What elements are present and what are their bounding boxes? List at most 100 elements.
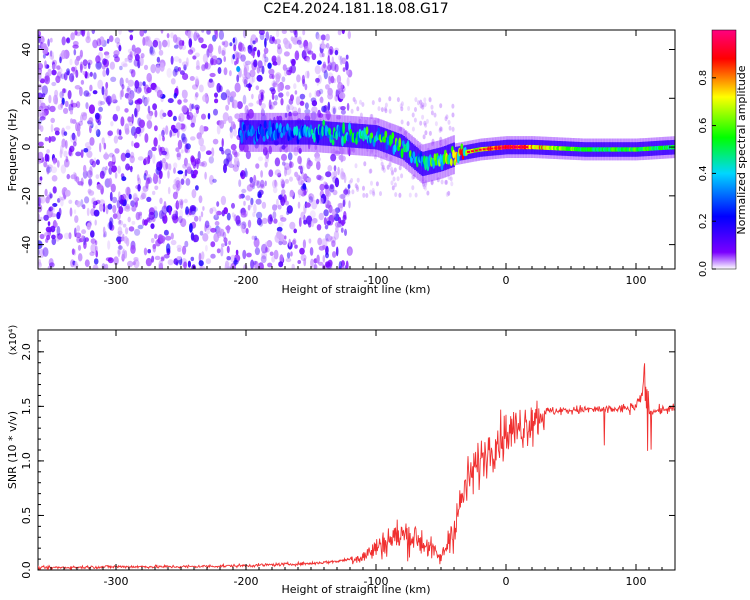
signal-band xyxy=(286,120,289,145)
noise-blob xyxy=(286,69,292,76)
noise-blob xyxy=(235,249,239,255)
noise-blob xyxy=(287,104,294,111)
noise-blob xyxy=(49,262,55,268)
noise-blob xyxy=(381,166,385,171)
noise-blob xyxy=(307,50,314,55)
noise-blob xyxy=(236,74,240,83)
noise-blob xyxy=(83,148,89,153)
signal-core xyxy=(270,133,274,142)
noise-blob xyxy=(47,104,51,111)
noise-blob xyxy=(268,169,274,177)
noise-blob xyxy=(60,196,66,201)
noise-blob xyxy=(274,157,281,167)
noise-blob xyxy=(121,193,127,201)
noise-blob xyxy=(293,228,298,234)
noise-blob xyxy=(50,166,58,174)
noise-blob xyxy=(264,161,268,168)
noise-blob xyxy=(143,98,149,106)
noise-blob xyxy=(220,246,224,257)
noise-blob xyxy=(299,247,305,255)
noise-blob xyxy=(175,261,179,266)
noise-blob xyxy=(104,151,108,161)
spectrogram-ytick-label: 40 xyxy=(20,43,33,57)
noise-blob xyxy=(260,170,263,178)
noise-blob xyxy=(153,137,158,147)
noise-blob xyxy=(301,49,307,60)
noise-blob xyxy=(137,59,141,69)
noise-blob xyxy=(39,176,43,181)
noise-blob xyxy=(96,183,103,190)
signal-core xyxy=(412,151,416,159)
noise-blob xyxy=(369,168,373,174)
noise-blob xyxy=(177,139,183,150)
noise-blob xyxy=(76,200,81,208)
noise-blob xyxy=(137,224,144,230)
noise-blob xyxy=(400,101,404,107)
noise-blob xyxy=(298,217,302,228)
noise-blob xyxy=(321,105,327,113)
noise-blob xyxy=(38,259,41,266)
signal-core xyxy=(263,120,267,129)
noise-blob xyxy=(263,59,267,67)
noise-blob xyxy=(38,62,44,70)
noise-blob xyxy=(346,146,351,155)
noise-blob xyxy=(247,204,251,211)
noise-blob xyxy=(280,217,287,222)
noise-blob xyxy=(138,81,143,87)
noise-blob xyxy=(282,64,287,71)
noise-blob xyxy=(358,118,362,124)
noise-blob xyxy=(231,101,235,109)
noise-blob xyxy=(278,92,284,98)
noise-blob xyxy=(55,233,61,242)
noise-blob xyxy=(304,83,308,91)
noise-blob xyxy=(89,125,92,134)
noise-blob xyxy=(69,145,75,152)
noise-blob xyxy=(63,150,68,158)
noise-blob xyxy=(355,185,359,190)
noise-blob xyxy=(198,162,205,167)
noise-blob xyxy=(306,215,313,225)
signal-core xyxy=(439,153,443,165)
noise-blob xyxy=(325,191,332,197)
noise-blob xyxy=(316,254,320,264)
noise-blob xyxy=(146,217,151,222)
noise-blob xyxy=(142,81,146,86)
noise-blob xyxy=(130,165,133,173)
noise-blob xyxy=(281,30,287,34)
noise-blob xyxy=(431,141,435,147)
noise-blob xyxy=(333,230,339,240)
noise-blob xyxy=(325,42,330,49)
snr-ytick-label: 0.0 xyxy=(20,561,33,579)
noise-blob xyxy=(176,200,182,209)
noise-blob xyxy=(350,108,354,114)
noise-blob xyxy=(216,227,223,237)
noise-blob xyxy=(97,120,102,126)
noise-blob xyxy=(339,194,346,199)
noise-blob xyxy=(277,83,281,93)
signal-band xyxy=(242,120,245,145)
noise-blob xyxy=(116,236,123,243)
noise-blob xyxy=(95,55,101,64)
noise-blob xyxy=(44,188,48,197)
signal-core xyxy=(460,143,464,150)
noise-blob xyxy=(271,55,277,63)
noise-blob xyxy=(127,79,134,87)
noise-blob xyxy=(84,196,90,204)
noise-blob xyxy=(440,126,444,132)
noise-blob xyxy=(163,253,170,259)
noise-blob xyxy=(68,232,72,240)
noise-blob xyxy=(194,93,198,101)
noise-blob xyxy=(309,247,314,256)
noise-blob xyxy=(150,82,157,91)
noise-blob xyxy=(272,211,277,219)
noise-blob xyxy=(127,48,134,54)
noise-blob xyxy=(421,114,425,120)
noise-blob xyxy=(388,162,392,167)
noise-blob xyxy=(233,128,237,137)
noise-blob xyxy=(137,213,142,220)
noise-blob xyxy=(300,165,303,175)
noise-blob xyxy=(311,100,318,107)
noise-blob xyxy=(210,57,214,66)
noise-blob xyxy=(106,95,112,105)
noise-blob xyxy=(226,256,231,261)
